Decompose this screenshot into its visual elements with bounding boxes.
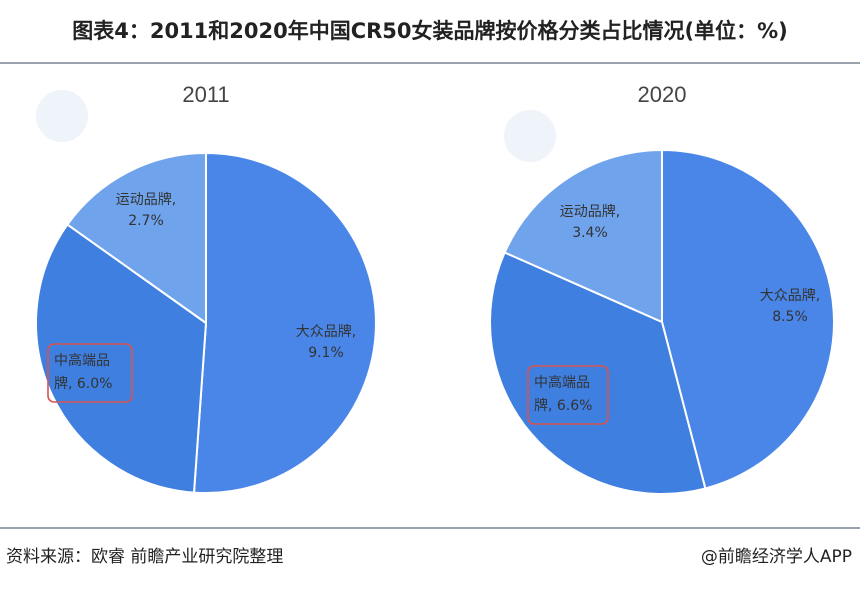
watermark-logo-right [504, 110, 556, 162]
slice-value-sports-brand-2011: 2.7% [128, 213, 164, 229]
slice-label-sports-brand-2020: 运动品牌, [560, 203, 620, 220]
slice-label-midhigh-brand-2011: 中高端品 [54, 352, 110, 369]
pie-slice-midhigh-brand-2020 [489, 251, 707, 495]
pie-slice-sports-brand-2020 [503, 148, 663, 324]
slice-label-mass-brand-2011: 大众品牌, [296, 323, 356, 340]
footer-divider [0, 527, 860, 529]
watermark-logo-left [36, 90, 88, 142]
highlight-box-2020 [527, 365, 609, 425]
slice-label-midhigh-brand-2020: 中高端品 [534, 374, 590, 391]
pie-title-2011: 2011 [182, 82, 229, 107]
pie-slice-mass-brand-2011 [192, 151, 377, 494]
slice-label-sports-brand-2011: 运动品牌, [116, 191, 176, 208]
slice-value-midhigh-brand-2011: 牌, 6.0% [54, 375, 112, 392]
pie-slice-mass-brand-2020 [661, 148, 835, 490]
pie-slice-sports-brand-2011 [66, 151, 207, 325]
chart-title: 图表4：2011和2020年中国CR50女装品牌按价格分类占比情况(单位：%) [72, 19, 788, 43]
slice-value-sports-brand-2020: 3.4% [572, 225, 608, 241]
credit-note: @前瞻经济学人APP [700, 547, 852, 567]
highlight-box-2011 [47, 343, 133, 403]
slice-value-mass-brand-2020: 8.5% [772, 309, 808, 325]
pie-slice-midhigh-brand-2011 [35, 223, 208, 494]
slice-label-mass-brand-2020: 大众品牌, [760, 287, 820, 304]
slice-value-midhigh-brand-2020: 牌, 6.6% [534, 397, 592, 414]
source-note: 资料来源：欧睿 前瞻产业研究院整理 [6, 547, 284, 567]
slice-value-mass-brand-2011: 9.1% [308, 345, 344, 361]
title-divider [0, 62, 860, 64]
pie-title-2020: 2020 [638, 82, 687, 107]
